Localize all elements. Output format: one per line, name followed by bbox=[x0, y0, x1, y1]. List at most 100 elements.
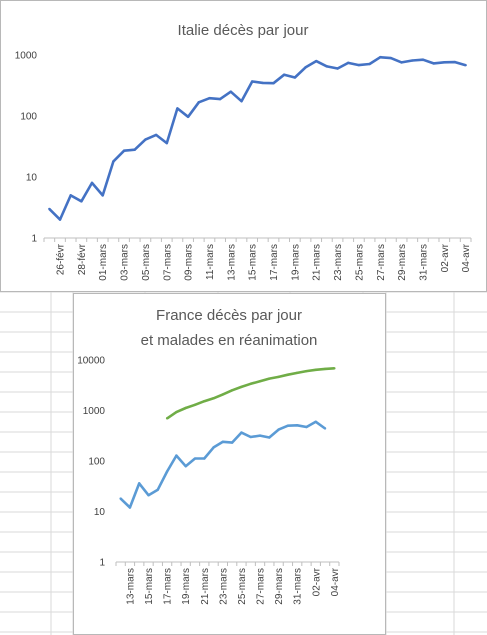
data-point bbox=[286, 424, 290, 427]
data-point bbox=[250, 80, 254, 83]
data-point bbox=[119, 497, 122, 500]
data-point bbox=[453, 60, 457, 64]
data-point bbox=[218, 97, 222, 101]
x-tick-label: 07-mars bbox=[162, 244, 173, 281]
data-point bbox=[165, 417, 169, 420]
data-point bbox=[208, 96, 211, 100]
data-point bbox=[357, 63, 361, 67]
data-point bbox=[443, 61, 446, 64]
data-point bbox=[314, 368, 317, 371]
data-point bbox=[193, 457, 197, 460]
data-point bbox=[286, 373, 290, 376]
data-point bbox=[101, 194, 104, 197]
x-tick-label: 13-mars bbox=[226, 244, 237, 281]
data-point bbox=[368, 62, 371, 66]
data-point bbox=[240, 385, 243, 389]
x-tick-label: 31-mars bbox=[418, 244, 429, 281]
data-point bbox=[379, 56, 382, 59]
x-tick-label: 01-mars bbox=[98, 244, 109, 281]
data-point bbox=[122, 149, 126, 152]
x-tick-label: 04-avr bbox=[461, 243, 472, 272]
data-point bbox=[128, 506, 132, 509]
chart-italy-svg: Italie décès par jour 1 10 100 1000 26-févr 2… bbox=[15, 22, 472, 281]
data-point bbox=[165, 470, 169, 473]
x-tick-label: 09-mars bbox=[184, 244, 195, 281]
data-point bbox=[323, 367, 327, 371]
y-tick-label: 100 bbox=[88, 457, 105, 468]
data-point bbox=[261, 81, 265, 85]
data-point bbox=[421, 58, 425, 61]
x-tick-label: 23-mars bbox=[218, 568, 229, 605]
data-point bbox=[333, 367, 336, 370]
data-point bbox=[268, 436, 271, 439]
data-point bbox=[314, 420, 317, 423]
data-point bbox=[277, 375, 280, 379]
data-point bbox=[240, 431, 243, 434]
data-point bbox=[221, 440, 225, 443]
y-tick-label: 1000 bbox=[15, 51, 38, 62]
data-point bbox=[229, 90, 233, 93]
series-line-1 bbox=[166, 367, 335, 420]
x-tick-label: 11-mars bbox=[205, 244, 216, 280]
data-point bbox=[147, 494, 150, 497]
data-point bbox=[197, 101, 200, 104]
x-tick-label: 03-mars bbox=[120, 244, 131, 281]
chart-france[interactable]: France décès par jour et malades en réan… bbox=[73, 293, 386, 635]
y-tick-label: 100 bbox=[20, 112, 37, 123]
data-point bbox=[230, 389, 234, 392]
y-tick-label: 10 bbox=[26, 173, 38, 184]
data-point bbox=[268, 377, 271, 380]
x-tick-label: 21-mars bbox=[200, 568, 211, 605]
x-tick-label: 13-mars bbox=[125, 568, 136, 605]
chart-subtitle: et malades en réanimation bbox=[141, 332, 318, 349]
data-point bbox=[154, 133, 158, 137]
x-tick-label: 27-mars bbox=[256, 568, 267, 605]
data-point bbox=[315, 59, 318, 63]
chart-title: Italie décès par jour bbox=[178, 22, 309, 39]
data-point bbox=[48, 207, 51, 211]
data-point bbox=[282, 73, 286, 76]
data-point bbox=[175, 454, 178, 457]
data-point bbox=[165, 141, 168, 145]
x-tick-label: 02-avr bbox=[440, 243, 451, 272]
data-point bbox=[249, 435, 252, 439]
data-point bbox=[240, 99, 243, 103]
data-point bbox=[249, 382, 252, 386]
data-point bbox=[69, 194, 72, 197]
x-tick-label: 21-mars bbox=[312, 244, 323, 281]
data-point bbox=[80, 200, 83, 203]
x-tick-label: 15-mars bbox=[248, 244, 259, 281]
data-point bbox=[258, 434, 262, 437]
x-tick-label: 05-mars bbox=[141, 244, 152, 281]
data-point bbox=[184, 464, 187, 468]
data-point bbox=[272, 81, 275, 85]
data-point bbox=[186, 115, 190, 119]
data-point bbox=[305, 425, 308, 429]
data-point bbox=[193, 403, 197, 406]
x-tick-label: 29-mars bbox=[397, 244, 408, 281]
chart-title: France décès par jour bbox=[156, 307, 302, 324]
data-point bbox=[203, 457, 206, 460]
x-tick-label: 25-mars bbox=[237, 568, 248, 605]
data-point bbox=[295, 371, 299, 375]
data-point bbox=[203, 400, 206, 403]
data-point bbox=[212, 446, 215, 449]
data-point bbox=[138, 482, 141, 485]
x-tick-label: 27-mars bbox=[376, 244, 387, 281]
series-line-0 bbox=[119, 420, 326, 509]
x-tick-label: 17-mars bbox=[163, 568, 174, 605]
data-point bbox=[175, 410, 178, 414]
data-point bbox=[389, 56, 393, 60]
data-point bbox=[325, 65, 329, 68]
data-point bbox=[295, 424, 299, 427]
data-point bbox=[293, 76, 297, 79]
data-point bbox=[347, 61, 350, 65]
x-tick-label: 29-mars bbox=[274, 568, 285, 605]
x-tick-label: 02-avr bbox=[311, 567, 322, 596]
data-point bbox=[176, 107, 179, 110]
data-point bbox=[277, 428, 280, 431]
data-point bbox=[112, 160, 115, 163]
chart-italy[interactable]: Italie décès par jour 1 10 100 1000 26-févr 2… bbox=[0, 0, 487, 292]
y-tick-label: 1 bbox=[99, 558, 105, 569]
data-point bbox=[90, 181, 94, 185]
